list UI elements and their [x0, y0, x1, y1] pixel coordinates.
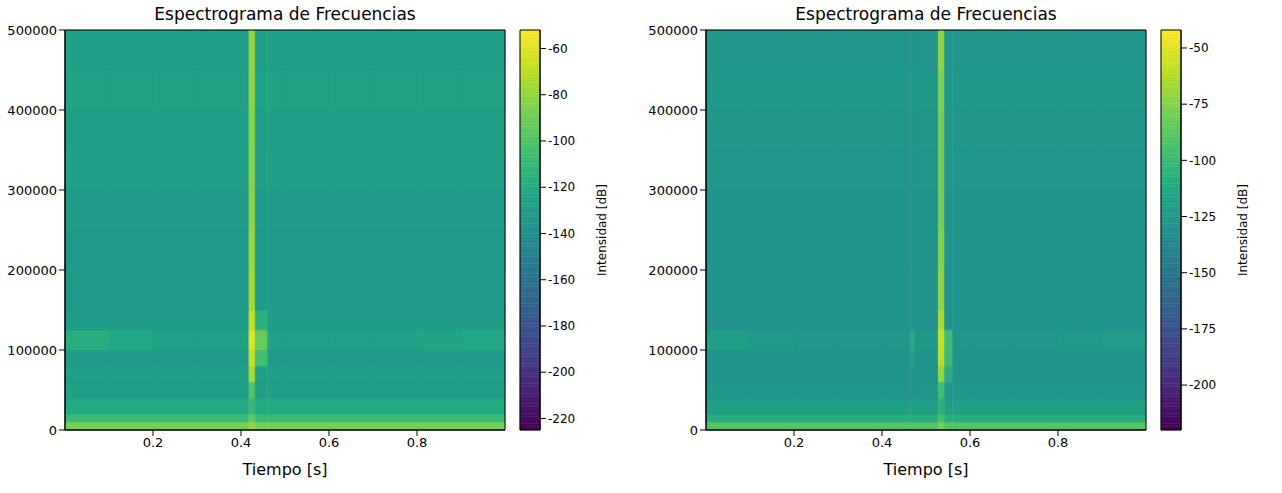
svg-text:-125: -125 — [1189, 210, 1216, 224]
svg-text:400000: 400000 — [648, 103, 698, 118]
svg-text:0.4: 0.4 — [872, 435, 893, 450]
svg-text:200000: 200000 — [7, 263, 57, 278]
svg-text:0: 0 — [690, 423, 698, 438]
svg-text:100000: 100000 — [648, 343, 698, 358]
svg-text:-100: -100 — [548, 134, 575, 148]
svg-text:-175: -175 — [1189, 322, 1216, 336]
svg-text:300000: 300000 — [7, 183, 57, 198]
svg-text:0.8: 0.8 — [1048, 435, 1069, 450]
svg-text:-60: -60 — [548, 42, 568, 56]
svg-text:-120: -120 — [548, 180, 575, 194]
svg-text:300000: 300000 — [648, 183, 698, 198]
svg-text:-200: -200 — [1189, 378, 1216, 392]
svg-text:500000: 500000 — [648, 23, 698, 38]
svg-text:-100: -100 — [1189, 154, 1216, 168]
svg-text:0.2: 0.2 — [784, 435, 805, 450]
svg-text:0.6: 0.6 — [319, 435, 340, 450]
svg-text:200000: 200000 — [648, 263, 698, 278]
svg-text:100000: 100000 — [7, 343, 57, 358]
svg-text:-140: -140 — [548, 227, 575, 241]
html-text:Intensidad [dB]: Intensidad [dB] — [595, 184, 609, 276]
svg-text:Tiempo [s]: Tiempo [s] — [241, 460, 327, 478]
svg-text:-50: -50 — [1189, 41, 1209, 55]
svg-text:400000: 400000 — [7, 103, 57, 118]
svg-text:0.2: 0.2 — [143, 435, 164, 450]
svg-text:Tiempo [s]: Tiempo [s] — [882, 460, 968, 478]
svg-text:0.8: 0.8 — [407, 435, 428, 450]
svg-text:-200: -200 — [548, 365, 575, 379]
svg-text:-220: -220 — [548, 412, 575, 426]
svg-text:-80: -80 — [548, 88, 568, 102]
svg-text:0: 0 — [49, 423, 57, 438]
svg-text:0.6: 0.6 — [960, 435, 981, 450]
svg-text:-180: -180 — [548, 319, 575, 333]
html-text:Intensidad [dB]: Intensidad [dB] — [1236, 184, 1250, 276]
html-text:Espectrograma de Frecuencias: Espectrograma de Frecuencias — [795, 4, 1057, 24]
svg-text:0.4: 0.4 — [231, 435, 252, 450]
svg-text:-75: -75 — [1189, 97, 1209, 111]
svg-text:-150: -150 — [1189, 266, 1216, 280]
svg-text:500000: 500000 — [7, 23, 57, 38]
html-text:Espectrograma de Frecuencias: Espectrograma de Frecuencias — [154, 4, 416, 24]
svg-text:-160: -160 — [548, 273, 575, 287]
